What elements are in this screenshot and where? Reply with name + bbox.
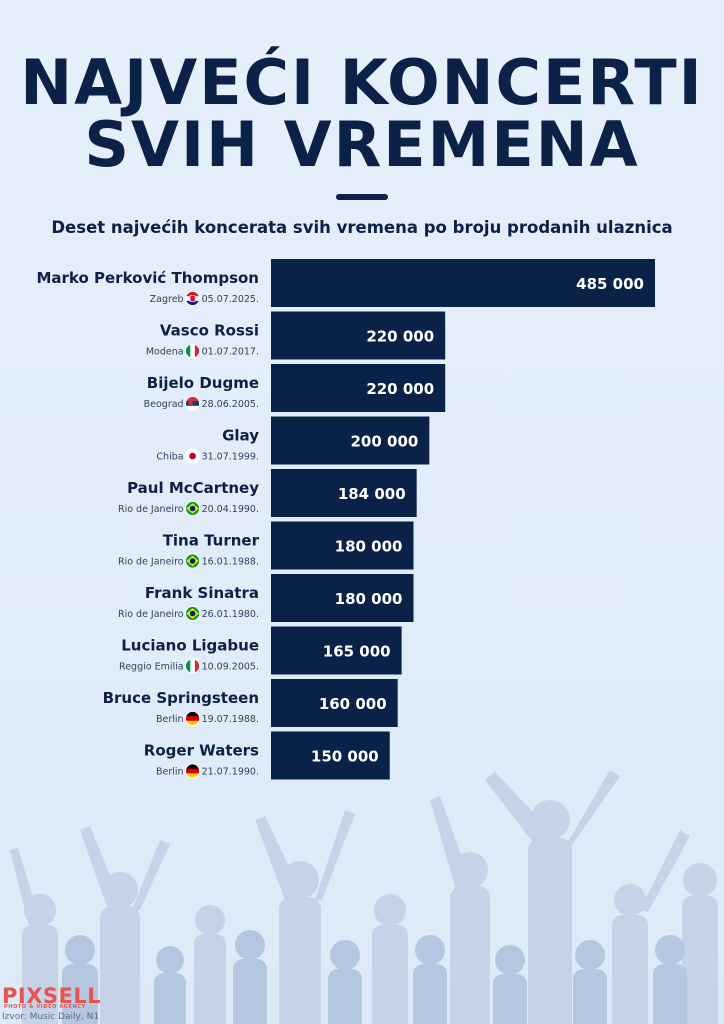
concert-city: Reggio Emilia [119,662,184,673]
artist-name: Marko Perković Thompson [36,269,259,287]
bar [271,626,402,675]
concert-date: 20.04.1990. [202,504,259,515]
bar-value-label: 180 000 [335,538,403,556]
crowd-silhouette-illustration [10,770,718,1024]
bar-value-label: 220 000 [366,380,434,398]
concert-date: 31.07.1999. [202,452,259,463]
concert-city: Rio de Janeiro [118,504,184,515]
bar [271,679,398,727]
brazil-flag-icon [185,554,200,568]
brand-logo: PIXSELL [2,984,102,1008]
chart-row: 485 000 Marko Perković Thompson 05.07.2025… [36,259,655,307]
title-line-2: SVIH VREMENA [84,108,640,181]
brazil-flag-icon [185,606,200,621]
croatia-flag-icon [185,291,200,306]
serbia-flag-icon [185,396,200,411]
chart-row: 184 000 Paul McCartney 20.04.1990. Rio de J… [118,469,417,517]
chart-row: 220 000 Vasco Rossi 01.07.2017. Modena [146,311,446,360]
bar [271,574,414,622]
page-title: NAJVEĆI KONCERTI SVIH VREMENA [0,52,724,176]
chart-row: 165 000 Luciano Ligabue 10.09.2005. Reggio … [119,626,402,675]
artist-name: Luciano Ligabue [121,637,259,655]
bar-value-label: 220 000 [366,328,434,346]
chart-row: 180 000 Frank Sinatra 26.01.1980. Rio de Ja… [118,574,414,622]
artist-name: Tina Turner [163,532,260,550]
concert-date: 28.06.2005. [202,399,259,410]
concert-date: 19.07.1988. [202,714,259,725]
brand-tagline: PHOTO & VIDEO AGENCY [4,1004,86,1010]
bar [271,259,655,307]
japan-flag-icon [185,449,200,463]
chart-row: 220 000 Bijelo Dugme 28.06.2005. Beograd [144,364,446,412]
concert-date: 10.09.2005. [202,662,259,673]
artist-name: Paul McCartney [127,479,259,497]
artist-name: Frank Sinatra [145,584,259,602]
concert-date: 21.07.1990. [202,767,259,778]
artist-name: Glay [222,427,259,445]
bar-value-label: 184 000 [338,485,406,503]
title-divider [336,194,388,200]
bar-chart: 485 000 Marko Perković Thompson 05.07.2025… [36,259,655,780]
concert-date: 16.01.1988. [202,557,259,568]
concert-date: 05.07.2025. [202,294,259,305]
artist-name: Vasco Rossi [160,322,259,340]
chart-row: 180 000 Tina Turner 16.01.1988. Rio de Jane… [118,521,414,570]
bar-value-label: 180 000 [335,590,403,608]
italy-flag-icon [185,344,200,358]
germany-flag-icon [185,711,200,726]
chart-subtitle: Deset najvećih koncerata svih vremena po… [51,218,673,237]
concert-city: Chiba [156,452,183,463]
concert-city: Zagreb [150,294,184,305]
concert-city: Rio de Janeiro [118,609,184,620]
bar [271,311,446,360]
bar [271,469,417,517]
brazil-flag-icon [185,501,200,516]
bar-value-label: 165 000 [323,643,391,661]
concert-date: 01.07.2017. [202,347,259,358]
artist-name: Bijelo Dugme [147,374,259,392]
bar [271,364,446,412]
concert-city: Berlin [156,714,184,725]
source-note: Izvor: Music Daily, N1 [2,1012,100,1022]
chart-row: 160 000 Bruce Springsteen 19.07.1988. Berli… [103,679,398,727]
bar-value-label: 160 000 [319,695,387,713]
concert-city: Beograd [144,399,184,410]
concert-date: 26.01.1980. [202,609,259,620]
bar [271,521,414,570]
artist-name: Bruce Springsteen [103,689,259,707]
italy-flag-icon [185,659,200,673]
chart-row: 150 000 Roger Waters 21.07.1990. Berlin [144,731,390,780]
chart-row: 200 000 Glay 31.07.1999. Chiba [156,416,430,465]
bar-value-label: 200 000 [350,433,418,451]
concert-city: Rio de Janeiro [118,557,184,568]
bar [271,731,390,780]
bar-value-label: 485 000 [576,275,644,293]
bar [271,416,430,465]
germany-flag-icon [185,764,200,778]
artist-name: Roger Waters [144,742,259,760]
concert-city: Berlin [156,767,184,778]
bar-value-label: 150 000 [311,748,379,766]
concert-city: Modena [146,347,184,358]
title-line-1: NAJVEĆI KONCERTI [20,46,704,119]
